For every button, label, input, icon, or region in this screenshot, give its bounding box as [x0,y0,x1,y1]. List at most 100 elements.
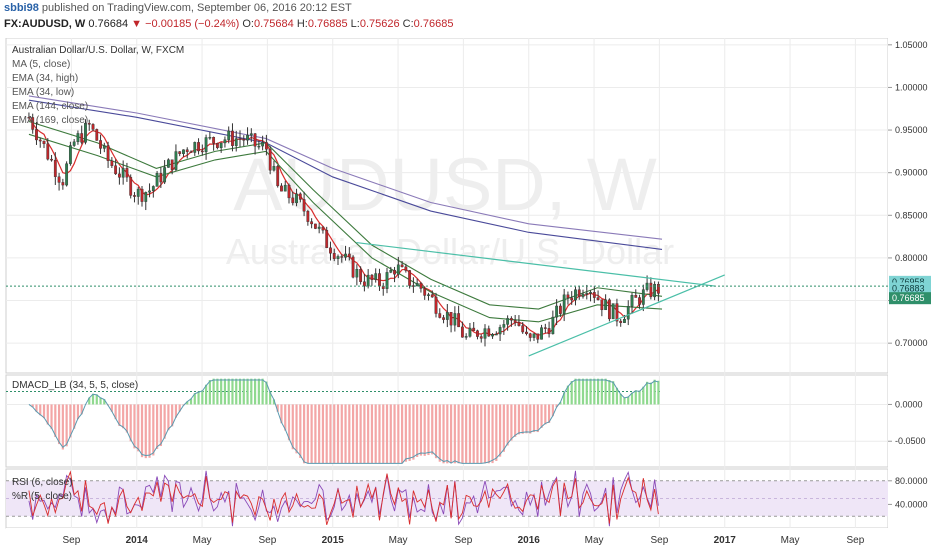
macd-bar [382,404,385,464]
macd-bar [404,404,407,462]
candle-body [502,324,506,328]
candle-body [144,192,148,202]
candle-body [581,293,585,297]
candle-body [35,129,38,141]
willr-legend[interactable]: %R (5, close) [12,491,72,502]
x-tick-label: May [193,535,212,546]
chart-area[interactable]: AUDUSD, W Australian Dollar/U.S. Dollar … [0,38,932,550]
candle-body [148,190,151,193]
candle-body [362,281,366,287]
macd-bar [634,390,637,405]
candle-body [641,289,645,305]
legend-ema34-high[interactable]: EMA (34, high) [12,73,78,84]
macd-bar [118,404,121,426]
y-tick-label: 0.95000 [895,125,928,135]
macd-bar [536,404,539,433]
x-tick-label: May [585,535,604,546]
candle-body [121,168,125,178]
candle-body [91,124,95,130]
macd-bar [472,404,475,464]
candle-body [257,145,261,148]
macd-bar [269,391,272,405]
candle-body [517,322,521,326]
candle-body [653,283,657,298]
candle-body [46,143,50,160]
macd-pane-title[interactable]: DMACD_LB (34, 5, 5, close) [12,380,138,391]
trendlines[interactable] [356,241,725,357]
macd-bar [340,404,343,464]
y-tick-label: 0.85000 [895,210,928,220]
candle-body [302,199,306,212]
candle-body [57,176,61,183]
candle-body [370,274,374,280]
candle-body [95,129,99,141]
candle-body [543,327,547,329]
macd-y-label: -0.0500 [895,436,926,446]
candle-body [460,326,464,338]
macd-bar [480,404,483,464]
candle-body [264,142,268,150]
candle-body [99,140,102,149]
legend-ema169[interactable]: EMA (169, close) [12,115,88,126]
candle-body [174,151,178,170]
macd-bar [253,378,257,405]
legend-ema144[interactable]: EMA (144, close) [12,101,88,112]
candle-body [479,336,483,339]
macd-bar [287,404,291,441]
macd-bar [581,378,585,405]
price-badge [889,292,931,305]
macd-bar [547,404,551,423]
macd-bar [400,404,404,464]
macd-bar [502,404,505,452]
price-change: −0.00185 (−0.24%) [145,18,240,30]
candle-body [607,299,611,320]
macd-bar [510,404,513,441]
candle-body [351,256,355,278]
macd-bar [589,378,592,405]
macd-bar [171,404,174,427]
macd-bar [178,404,181,412]
candle-body [472,327,476,331]
macd-bar [612,381,615,405]
candle-body [427,294,430,296]
symbol-label[interactable]: FX:AUDUSD, W [4,18,86,30]
rsi-legend[interactable]: RSI (6, close) [12,477,73,488]
candle-body [476,330,479,337]
macd-bar [140,404,144,458]
candle-body [53,159,57,177]
candle-body [332,253,336,259]
candle-body [163,167,167,183]
time-axis[interactable] [6,528,888,550]
macd-bar [212,378,215,405]
macd-bar [596,378,600,405]
candle-body [430,294,434,298]
macd-bar [385,404,389,464]
candle-body [355,269,359,278]
candle-body [600,299,604,311]
macd-bar [521,404,524,434]
macd-bar [378,404,381,464]
macd-bar [174,404,178,418]
macd-bar [99,397,102,405]
price-badge-text: 0.76883 [892,283,925,293]
candle-body [223,139,227,144]
candle-body [50,158,53,161]
macd-bar [363,404,366,464]
macd-bar [351,404,355,464]
macd-bar [566,385,570,405]
candle-body [276,166,280,187]
candle-body [589,292,592,294]
rsi-y-label: 40.0000 [895,499,928,509]
username-link[interactable]: sbbi98 [4,2,39,14]
candle-body [27,117,31,119]
candle-body [310,221,314,225]
trendline [528,274,725,357]
macd-bar [42,404,46,419]
legend-ma5[interactable]: MA (5, close) [12,59,70,70]
candle-body [577,289,581,297]
macd-bar [367,404,370,464]
macd-bar [189,398,193,405]
macd-bar [574,378,577,405]
legend-ema34-low[interactable]: EMA (34, low) [12,87,74,98]
